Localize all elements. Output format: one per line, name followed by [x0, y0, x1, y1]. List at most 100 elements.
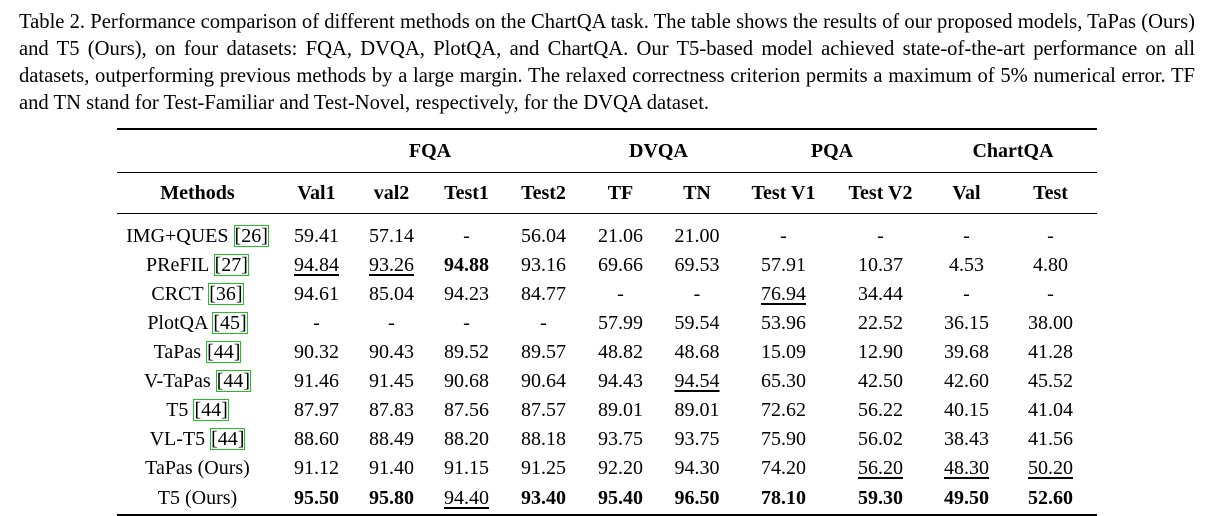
value-cell: 50.20 [1004, 454, 1097, 483]
value-cell: 40.15 [929, 396, 1004, 425]
method-name: TaPas (Ours) [145, 457, 250, 479]
value-cell: - [832, 214, 929, 252]
value-cell: 48.68 [659, 338, 735, 367]
table-caption: Table 2. Performance comparison of diffe… [19, 9, 1195, 117]
value-cell: - [1004, 214, 1097, 252]
column-header-row: Methods Val1 val2 Test1 Test2 TF TN Test… [117, 172, 1097, 214]
value-cell: 57.91 [735, 251, 832, 280]
table-row: T5 [44] 87.97 87.83 87.56 87.57 89.01 89.01 72.… [117, 396, 1097, 425]
cell-value: 94.30 [674, 457, 720, 479]
value-cell: 89.57 [505, 338, 582, 367]
value-cell: 56.22 [832, 396, 929, 425]
method-cell: VL-T5 [44] [117, 425, 278, 454]
value-cell: 90.64 [505, 367, 582, 396]
cell-value: 59.41 [294, 225, 339, 247]
value-cell: 88.60 [278, 425, 355, 454]
cell-value: 87.83 [369, 399, 414, 421]
value-cell: 90.68 [428, 367, 505, 396]
value-cell: - [505, 309, 582, 338]
citation-link[interactable]: [44] [193, 399, 229, 421]
value-cell: 94.54 [659, 367, 735, 396]
method-name: T5 [166, 399, 189, 421]
citation-link[interactable]: [45] [212, 312, 248, 334]
method-name: T5 (Ours) [157, 487, 238, 509]
cell-value: 94.84 [294, 254, 339, 276]
value-cell: 72.62 [735, 396, 832, 425]
cell-value: 45.52 [1028, 370, 1073, 392]
citation-link[interactable]: [26] [233, 225, 269, 247]
value-cell: 93.26 [355, 251, 428, 280]
value-cell: 38.00 [1004, 309, 1097, 338]
cell-value: 91.40 [369, 457, 414, 479]
cell-value: 76.94 [761, 283, 806, 305]
cell-value: - [617, 283, 624, 305]
column-header: Test [1004, 172, 1097, 214]
citation-link[interactable]: [44] [206, 341, 242, 363]
cell-value: 91.25 [521, 457, 566, 479]
cell-value: 59.30 [858, 487, 903, 509]
group-header-row: FQA DVQA PQA ChartQA [117, 129, 1097, 173]
method-name: VL-T5 [149, 428, 206, 450]
value-cell: 59.30 [832, 483, 929, 515]
citation-link[interactable]: [44] [210, 428, 246, 450]
table-row: V-TaPas [44] 91.46 91.45 90.68 90.64 94.43 94.… [117, 367, 1097, 396]
value-cell: 41.28 [1004, 338, 1097, 367]
value-cell: 93.40 [505, 483, 582, 515]
cell-value: 84.77 [521, 283, 566, 305]
value-cell: 94.40 [428, 483, 505, 515]
cell-value: - [877, 225, 884, 247]
column-header: Test2 [505, 172, 582, 214]
value-cell: 59.54 [659, 309, 735, 338]
value-cell: 95.50 [278, 483, 355, 515]
value-cell: 69.66 [582, 251, 659, 280]
cell-value: - [963, 225, 970, 247]
value-cell: 36.15 [929, 309, 1004, 338]
method-cell: PlotQA [45] [117, 309, 278, 338]
cell-value: 4.80 [1033, 254, 1068, 276]
cell-value: 38.00 [1028, 312, 1073, 334]
citation-link[interactable]: [36] [208, 283, 244, 305]
cell-value: 75.90 [761, 428, 806, 450]
value-cell: 48.30 [929, 454, 1004, 483]
value-cell: 21.00 [659, 214, 735, 252]
cell-value: 95.80 [369, 487, 414, 509]
group-header-dvqa: DVQA [629, 139, 688, 162]
cell-value: 56.04 [521, 225, 566, 247]
caption-text: Performance comparison of different meth… [19, 11, 1195, 114]
value-cell: 94.30 [659, 454, 735, 483]
cell-value: 91.15 [444, 457, 489, 479]
cell-value: 89.57 [521, 341, 566, 363]
cell-value: 94.23 [444, 283, 489, 305]
cell-value: 36.15 [944, 312, 989, 334]
column-header: Test1 [428, 172, 505, 214]
value-cell: 56.20 [832, 454, 929, 483]
method-name: V-TaPas [143, 370, 211, 392]
value-cell: - [929, 214, 1004, 252]
group-header-pqa: PQA [810, 139, 854, 162]
table-row: PlotQA [45] - - - - 57.99 59.54 53.96 22.52 36.15… [117, 309, 1097, 338]
cell-value: 57.14 [369, 225, 414, 247]
table-body: IMG+QUES [26] 59.41 57.14 - 56.04 21.06 21.00 -… [117, 214, 1097, 516]
cell-value: 96.50 [674, 487, 720, 509]
cell-value: 49.50 [944, 487, 989, 509]
value-cell: 52.60 [1004, 483, 1097, 515]
method-cell: TaPas (Ours) [117, 454, 278, 483]
cell-value: - [693, 283, 701, 305]
method-name: PlotQA [147, 312, 208, 334]
citation-link[interactable]: [44] [215, 370, 252, 392]
cell-value: 92.20 [598, 457, 643, 479]
value-cell: 95.40 [582, 483, 659, 515]
citation-link[interactable]: [27] [213, 254, 249, 276]
table-row: PReFIL [27] 94.84 93.26 94.88 93.16 69.66 69.5… [117, 251, 1097, 280]
value-cell: 94.61 [278, 280, 355, 309]
value-cell: 91.15 [428, 454, 505, 483]
cell-value: 93.40 [521, 487, 566, 509]
column-header: Test V2 [832, 172, 929, 214]
cell-value: 90.32 [294, 341, 339, 363]
cell-value: 94.40 [444, 487, 489, 509]
value-cell: 91.46 [278, 367, 355, 396]
method-name: IMG+QUES [126, 225, 229, 247]
value-cell: 94.23 [428, 280, 505, 309]
value-cell: 12.90 [832, 338, 929, 367]
cell-value: 42.60 [944, 370, 989, 392]
